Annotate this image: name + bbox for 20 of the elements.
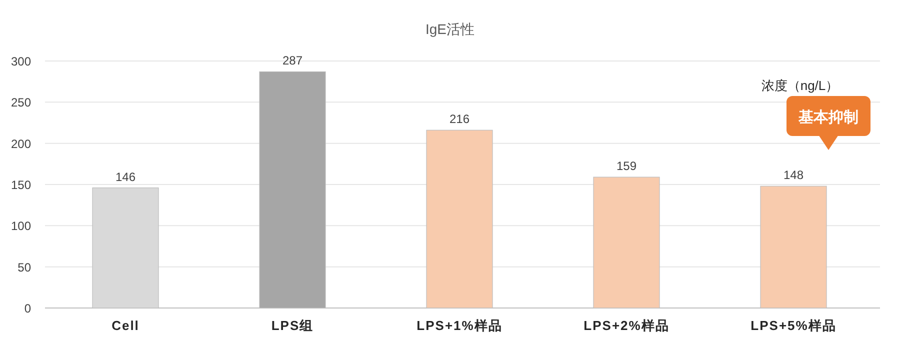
x-tick-label: Cell	[112, 318, 140, 333]
x-tick-label: LPS+1%样品	[416, 318, 502, 333]
x-tick-label: LPS+5%样品	[750, 318, 836, 333]
y-tick-label: 0	[24, 302, 32, 316]
data-label: 146	[115, 170, 136, 184]
y-tick-label: 50	[18, 260, 32, 274]
data-label: 159	[616, 159, 637, 174]
data-label: 216	[449, 112, 470, 126]
x-tick-label: LPS+2%样品	[584, 318, 670, 333]
data-label: 148	[783, 168, 804, 182]
x-tick-label: LPS组	[271, 318, 314, 333]
annotation: 浓度（ng/L）	[761, 78, 839, 93]
data-label: 287	[282, 54, 303, 68]
y-tick-label: 200	[10, 136, 32, 151]
y-tick-label: 150	[10, 178, 32, 192]
y-tick-label: 100	[10, 219, 32, 234]
y-tick-label: 300	[10, 54, 32, 68]
chart-title: IgE活性	[425, 21, 475, 37]
annotation: 基本抑制	[798, 109, 858, 126]
y-tick-label: 250	[10, 96, 32, 110]
